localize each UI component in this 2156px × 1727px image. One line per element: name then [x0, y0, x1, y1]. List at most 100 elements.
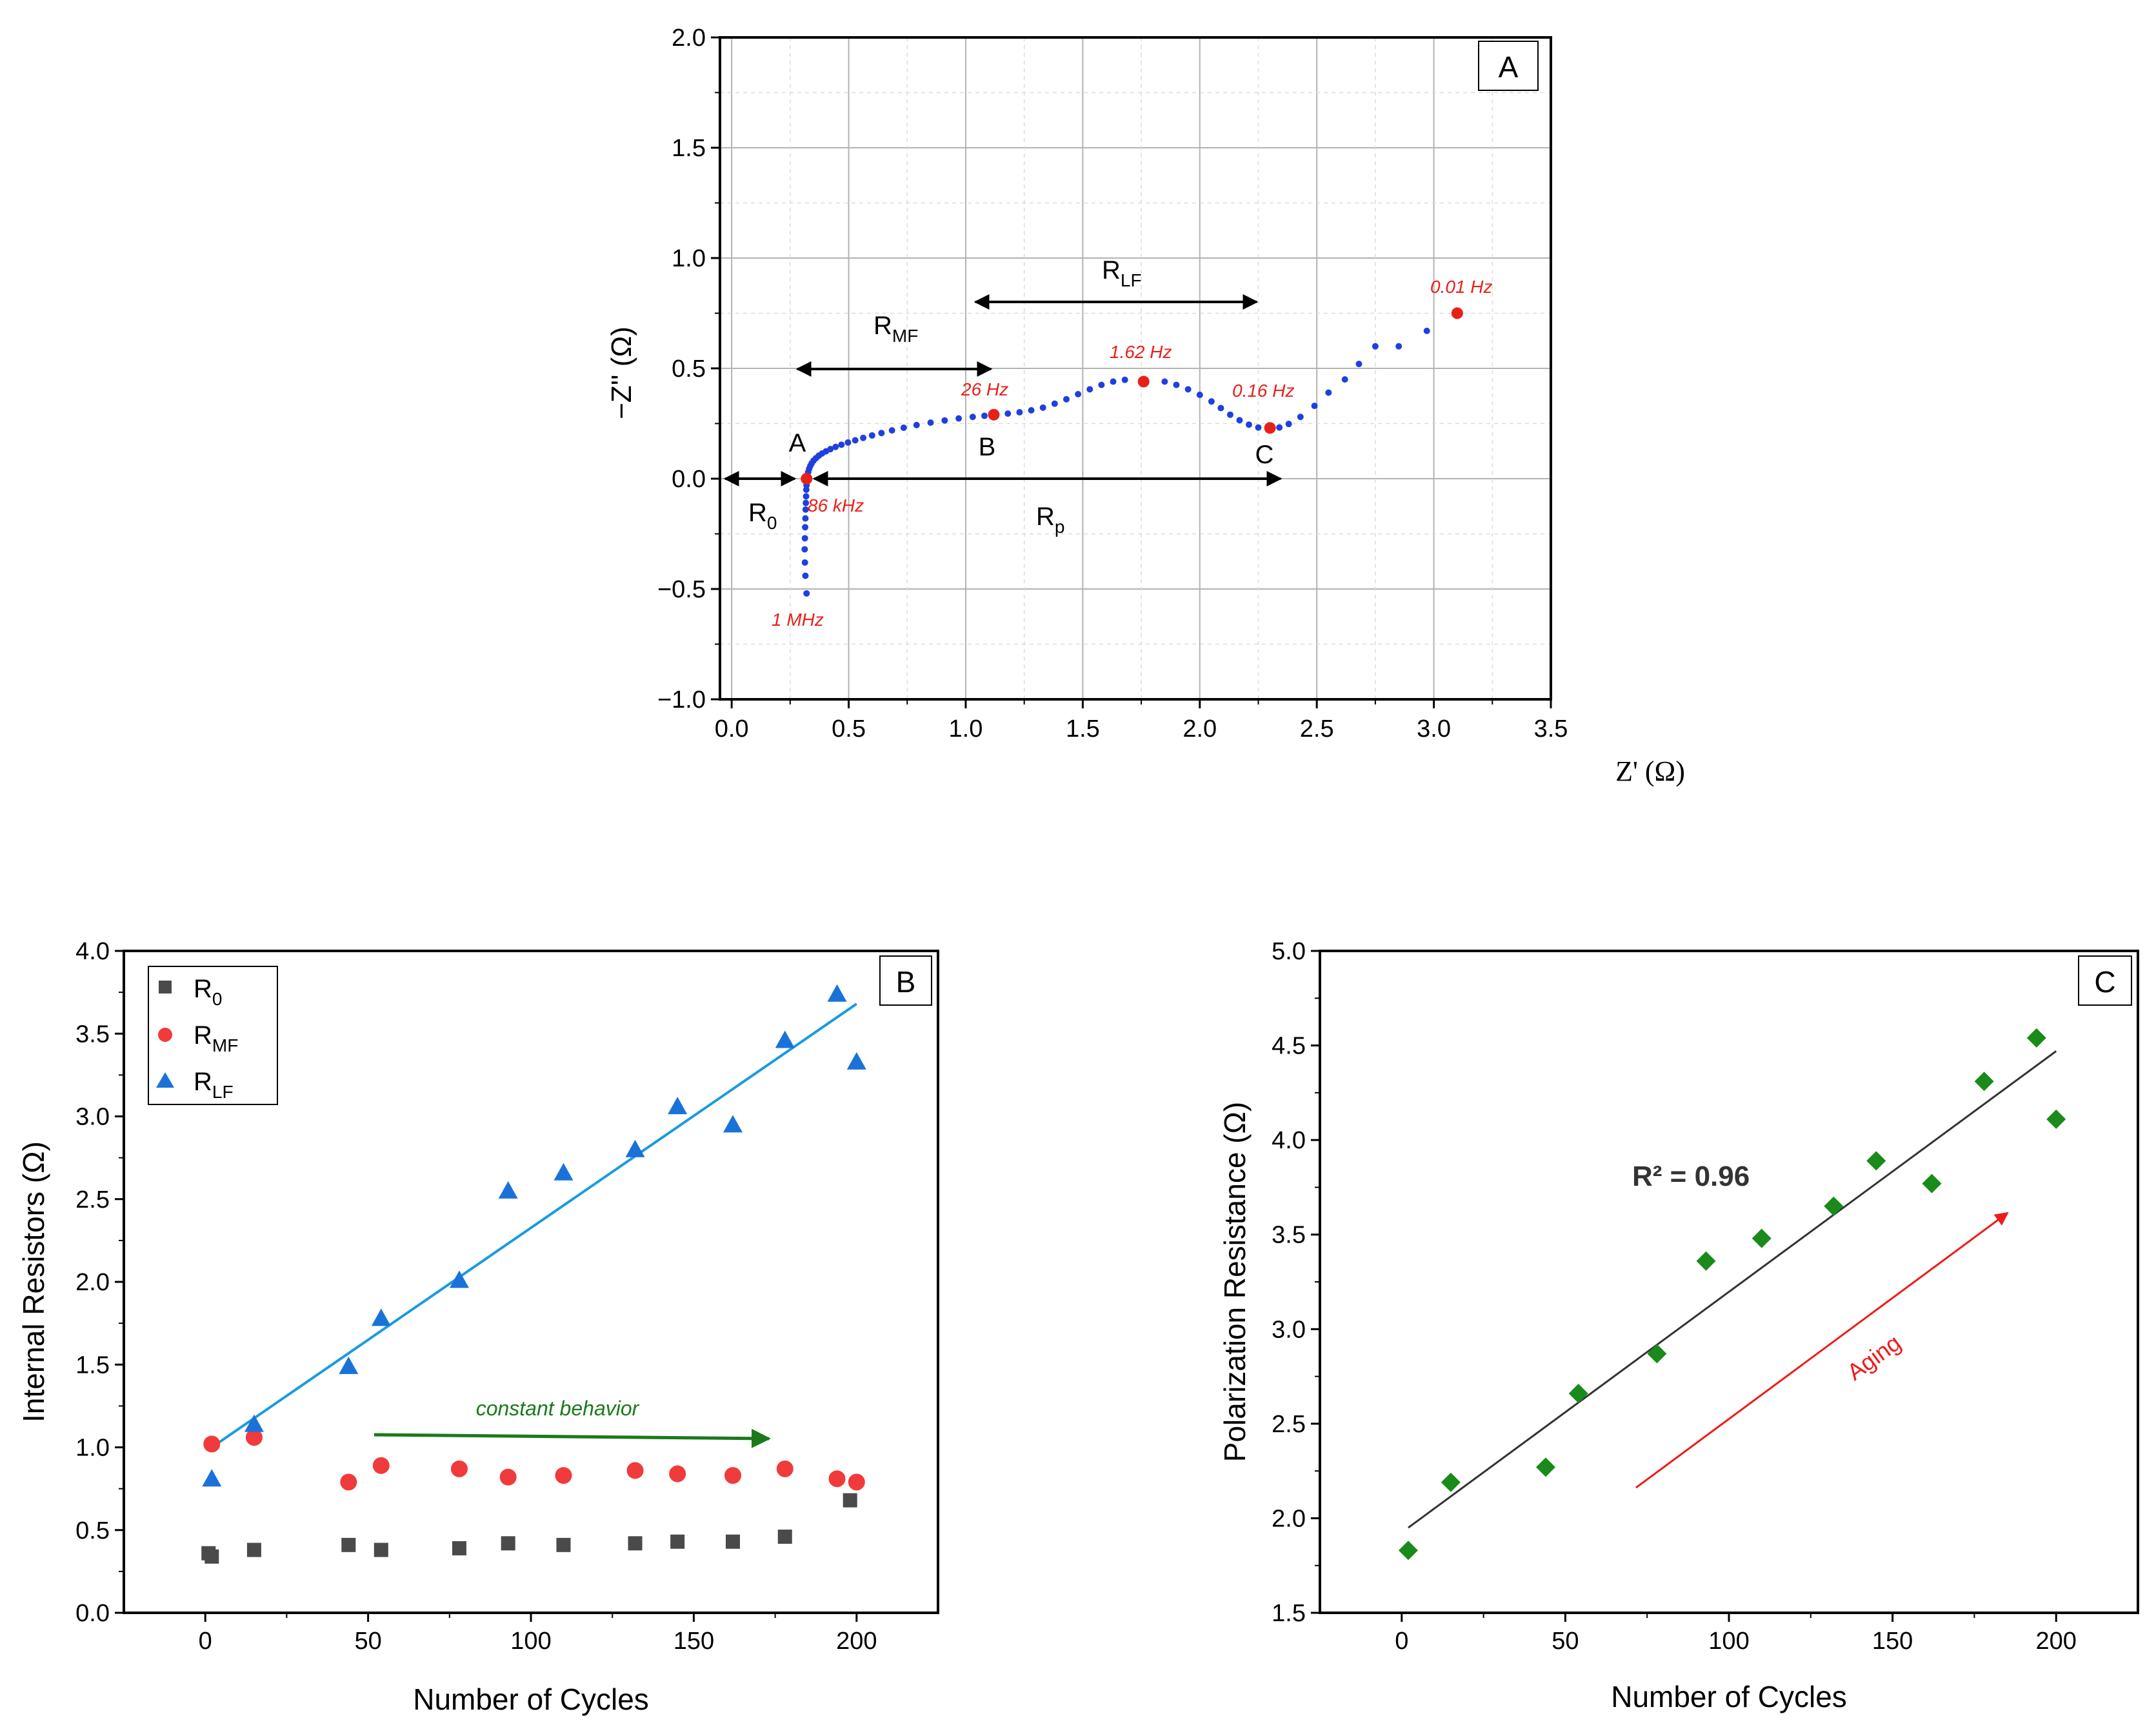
- panel-c-ylabel: Polarization Resistance (Ω): [1218, 1102, 1252, 1462]
- rmf-point: [203, 1435, 221, 1453]
- polarization-fit-line: [1408, 1050, 2057, 1529]
- impedance-point: [981, 412, 988, 419]
- impedance-point: [1355, 361, 1362, 368]
- y-tick-label: 1.0: [75, 1435, 110, 1462]
- polarization-point: [2046, 1109, 2066, 1129]
- polarization-point: [1568, 1383, 1588, 1403]
- point-label-c: C: [1255, 441, 1274, 469]
- panel-c-ticks: 0 50 100 150 200 1.5 2.0 2.5 3.0 3.5 4.0 4.5 5.0: [1272, 938, 2077, 1655]
- r0-point: [628, 1536, 643, 1551]
- y-tick-label: 0.0: [672, 466, 706, 493]
- impedance-point: [913, 421, 920, 428]
- impedance-point: [941, 417, 948, 424]
- rlf-point: [625, 1139, 645, 1157]
- x-tick-label: 200: [2035, 1628, 2076, 1655]
- x-tick-label: 100: [1708, 1628, 1749, 1655]
- impedance-point: [803, 499, 810, 506]
- constant-behavior-arrow: [374, 1428, 771, 1448]
- impedance-point: [1039, 404, 1046, 411]
- r0-point: [246, 1542, 261, 1557]
- impedance-point: [1325, 389, 1332, 396]
- impedance-point: [1028, 406, 1035, 414]
- rmf-point: [669, 1465, 686, 1482]
- impedance-point: [868, 432, 875, 439]
- r0-point: [777, 1530, 792, 1544]
- impedance-point: [878, 430, 885, 437]
- y-tick-label: 4.0: [1272, 1127, 1306, 1154]
- panel-b-fit-line: [211, 1003, 857, 1449]
- panel-c-fit-line: [1408, 1050, 2057, 1529]
- rlf-point: [202, 1469, 222, 1487]
- x-tick-label: 3.0: [1417, 715, 1451, 743]
- rlf-point: [723, 1115, 743, 1133]
- legend-square-marker: [159, 981, 172, 993]
- constant-behavior-label: constant behavior: [476, 1397, 640, 1420]
- x-tick-label: 0.0: [715, 715, 749, 743]
- y-tick-label: −0.5: [657, 576, 706, 603]
- r0-label: R0: [748, 499, 777, 533]
- impedance-point: [1217, 404, 1224, 412]
- r0-point: [501, 1536, 515, 1551]
- impedance-point: [969, 414, 976, 421]
- rmf-point: [776, 1460, 794, 1477]
- rmf-point: [450, 1460, 468, 1477]
- impedance-point: [888, 427, 895, 434]
- rlf-point: [371, 1308, 391, 1326]
- r0-point: [341, 1537, 356, 1552]
- polarization-point: [2026, 1028, 2046, 1048]
- polarization-point: [1535, 1457, 1555, 1477]
- x-tick-label: 150: [1872, 1628, 1913, 1655]
- x-tick-label: 2.5: [1300, 715, 1334, 743]
- impedance-point: [802, 572, 809, 579]
- legend-rmf: RMF: [194, 1021, 238, 1055]
- y-tick-label: 3.0: [1272, 1316, 1306, 1343]
- legend-r0: R0: [194, 975, 222, 1009]
- impedance-point: [832, 443, 839, 450]
- r0-point: [556, 1537, 571, 1552]
- impedance-point: [1121, 376, 1128, 383]
- x-tick-label: 0.5: [832, 715, 866, 743]
- rmf-point: [724, 1467, 741, 1484]
- rmf-point: [848, 1473, 865, 1491]
- rlf-point: [339, 1356, 359, 1374]
- frequency-marker: [1137, 375, 1150, 388]
- point-label-b: B: [979, 433, 996, 461]
- impedance-point: [1395, 343, 1402, 350]
- panel-c-series: [1398, 1028, 2066, 1561]
- y-tick-label: 1.0: [672, 245, 706, 272]
- impedance-point: [955, 415, 963, 422]
- panel-b-series: [201, 984, 866, 1564]
- panel-a-xlabel: Z' (Ω): [1615, 755, 1685, 787]
- r0-point: [374, 1542, 388, 1557]
- rlf-fit-line: [211, 1003, 857, 1449]
- panel-b-label-box: [879, 955, 932, 1006]
- polarization-point: [1752, 1228, 1772, 1248]
- impedance-point: [927, 419, 934, 426]
- impedance-point: [802, 515, 809, 522]
- impedance-point: [844, 439, 852, 446]
- impedance-point: [1311, 403, 1318, 410]
- frequency-marker: [1264, 422, 1276, 434]
- panel-b-xlabel: Number of Cycles: [413, 1682, 649, 1716]
- x-tick-label: 100: [510, 1628, 551, 1655]
- impedance-point: [802, 524, 809, 531]
- impedance-point: [1372, 343, 1379, 350]
- freq-label-016hz: 0.16 Hz: [1232, 381, 1295, 401]
- y-tick-label: 2.0: [1272, 1505, 1306, 1532]
- freq-label-162hz: 1.62 Hz: [1110, 342, 1172, 362]
- x-tick-label: 1.5: [1066, 715, 1100, 743]
- y-tick-label: 0.0: [75, 1600, 110, 1627]
- impedance-point: [1086, 386, 1093, 393]
- impedance-point: [1285, 421, 1292, 428]
- panel-a-markers: [801, 307, 1463, 484]
- rmf-point: [626, 1462, 644, 1479]
- frequency-marker: [1451, 307, 1463, 319]
- y-tick-label: 2.0: [672, 25, 706, 52]
- panel-c-polarization: 0 50 100 150 200 1.5 2.0 2.5 3.0 3.5 4.0 4.5 5.0 Num…: [1218, 938, 2139, 1713]
- panel-a-nyquist: 0.0 0.5 1.0 1.5 2.0 2.5 3.0 3.5 −1.0 −0.5 0.0 0.5 1.…: [606, 25, 1685, 787]
- aging-label: Aging: [1842, 1329, 1906, 1385]
- polarization-point: [1824, 1196, 1844, 1216]
- panel-b-ylabel: Internal Resistors (Ω): [17, 1141, 50, 1423]
- rmf-point: [372, 1457, 390, 1474]
